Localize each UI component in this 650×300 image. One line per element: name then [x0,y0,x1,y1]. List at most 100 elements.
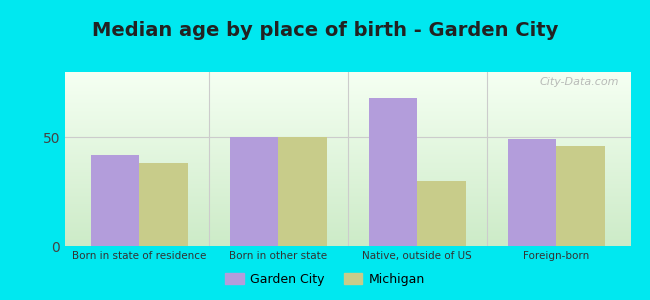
Bar [65,124,630,125]
Bar [65,95,630,96]
Bar [65,128,630,129]
Bar [65,158,630,159]
Bar [65,114,630,115]
Bar [65,161,630,162]
Bar [65,223,630,224]
Bar [65,233,630,234]
Bar [65,212,630,213]
Bar [65,192,630,193]
Bar [65,171,630,172]
Bar [65,208,630,209]
Bar [91,154,139,246]
Bar [65,137,630,138]
Bar [65,172,630,173]
Bar [65,76,630,77]
Bar [65,226,630,227]
Bar [65,182,630,183]
Bar [65,125,630,126]
Bar [65,134,630,135]
Bar [65,151,630,152]
Bar [65,139,630,140]
Bar [65,183,630,184]
Bar [65,170,630,171]
Bar [65,174,630,175]
Bar [65,224,630,225]
Bar [65,222,630,223]
Bar [65,194,630,195]
Bar [508,140,556,246]
Bar [65,115,630,116]
Bar [65,239,630,240]
Bar [65,201,630,202]
Bar [65,238,630,239]
Bar [65,178,630,179]
Bar [556,146,604,246]
Bar [65,209,630,210]
Bar [65,154,630,155]
Bar [65,245,630,246]
Bar [65,113,630,114]
Bar [65,101,630,102]
Bar [65,200,630,201]
Bar [65,216,630,217]
Bar [65,136,630,137]
Bar [65,196,630,197]
Bar [65,148,630,149]
Bar [65,193,630,194]
Bar [65,229,630,230]
Bar [65,221,630,222]
Bar [65,162,630,163]
Bar [65,159,630,160]
Bar [65,80,630,81]
Bar [65,78,630,79]
Bar [65,173,630,174]
Bar [65,215,630,216]
Bar [65,150,630,151]
Text: Median age by place of birth - Garden City: Median age by place of birth - Garden Ci… [92,21,558,40]
Bar [65,191,630,192]
Bar [65,235,630,236]
Bar [65,97,630,98]
Bar [65,244,630,245]
Bar [65,165,630,166]
Bar [65,214,630,215]
Bar [65,241,630,242]
Bar [65,231,630,232]
Bar [65,152,630,153]
Bar [65,98,630,99]
Bar [65,211,630,212]
Bar [65,82,630,83]
Bar [65,127,630,128]
Text: City-Data.com: City-Data.com [540,77,619,87]
Bar [65,199,630,200]
Bar [65,102,630,103]
Bar [65,96,630,97]
Bar [65,106,630,107]
Bar [65,133,630,134]
Bar [65,225,630,226]
Bar [278,137,327,246]
Bar [65,205,630,206]
Bar [65,160,630,161]
Bar [65,138,630,139]
Bar [65,89,630,90]
Bar [65,100,630,101]
Bar [65,207,630,208]
Bar [65,142,630,143]
Bar [65,219,630,220]
Bar [65,131,630,132]
Bar [65,82,630,83]
Bar [65,203,630,204]
Bar [65,146,630,147]
Bar [65,86,630,87]
Bar [65,104,630,105]
Bar [65,84,630,85]
Bar [65,179,630,180]
Bar [65,111,630,112]
Bar [417,181,466,246]
Bar [65,108,630,109]
Bar [65,149,630,150]
Bar [65,206,630,207]
Bar [65,73,630,74]
Bar [65,234,630,235]
